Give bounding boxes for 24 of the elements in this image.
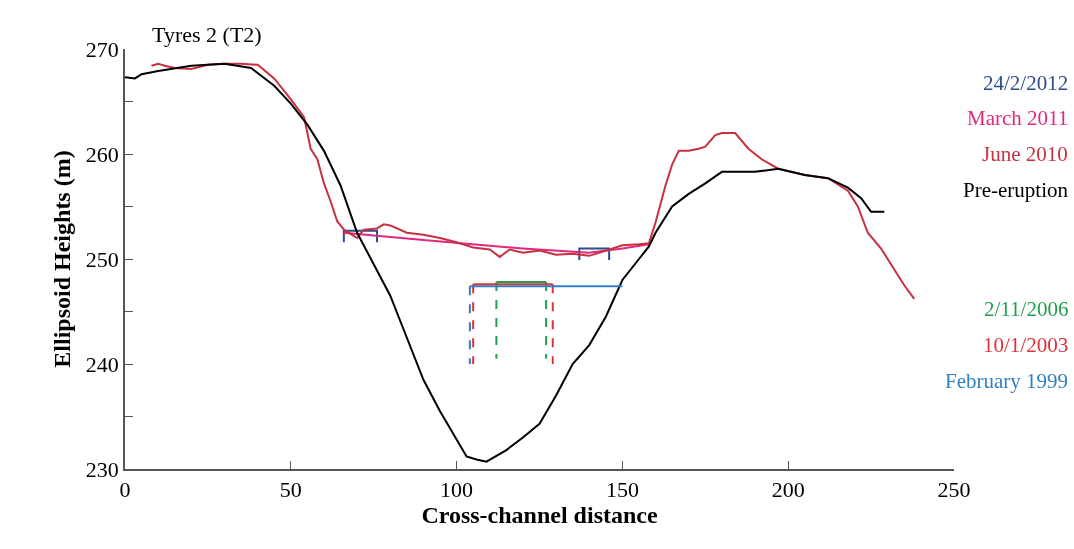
x-tick-label: 100 xyxy=(440,477,474,503)
text: 24/2/2012 xyxy=(983,71,1069,95)
y-tick-label: 270 xyxy=(85,36,119,62)
text: June 2010 xyxy=(982,142,1068,166)
text: 10/1/2003 xyxy=(983,333,1069,357)
y-axis-title: Ellipsoid Heights (m) xyxy=(49,150,76,368)
text: 2/11/2006 xyxy=(984,297,1069,321)
line-series xyxy=(125,62,886,463)
x-tick-label: 50 xyxy=(279,477,302,503)
line-series xyxy=(150,62,916,300)
text: Pre-eruption xyxy=(963,178,1069,202)
text: March 2011 xyxy=(967,106,1069,130)
y-tick-label: 260 xyxy=(85,141,119,167)
chart-title: Tyres 2 (T2) xyxy=(152,22,262,47)
x-tick-label: 150 xyxy=(605,477,639,503)
line-series xyxy=(342,231,650,254)
y-tick-label: 230 xyxy=(85,456,119,482)
text: February 1999 xyxy=(945,369,1069,393)
x-tick-label: 200 xyxy=(771,477,805,503)
x-axis-title: Cross-channel distance xyxy=(421,502,658,529)
y-tick-label: 240 xyxy=(85,351,119,377)
x-tick-label: 0 xyxy=(119,477,131,503)
y-tick-label: 250 xyxy=(85,246,119,272)
x-tick-label: 250 xyxy=(937,477,971,503)
